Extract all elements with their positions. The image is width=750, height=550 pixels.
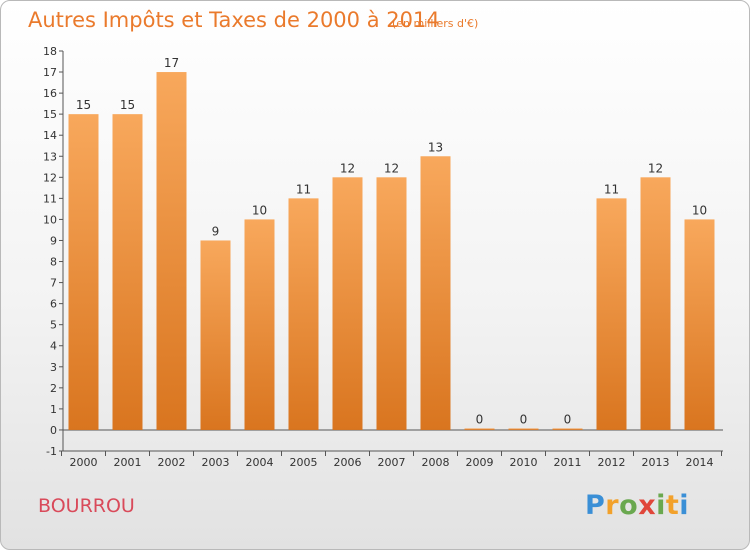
y-tick-label: 12 — [43, 171, 57, 184]
x-tick-label-2008: 2008 — [422, 456, 450, 469]
y-tick-label: 5 — [50, 319, 57, 332]
value-label-2006: 12 — [340, 161, 355, 175]
x-tick-label-2005: 2005 — [290, 456, 318, 469]
x-tick-label-2002: 2002 — [158, 456, 186, 469]
value-label-2001: 15 — [120, 98, 135, 112]
y-tick-label: 18 — [43, 45, 57, 58]
bar-2006 — [332, 177, 363, 430]
proxiti-logo[interactable]: Proxiti — [585, 490, 689, 521]
x-tick-label-2009: 2009 — [466, 456, 494, 469]
value-label-2004: 10 — [252, 203, 267, 217]
y-tick-label: 4 — [50, 340, 57, 353]
x-tick-label-2012: 2012 — [598, 456, 626, 469]
value-label-2010: 0 — [520, 412, 528, 426]
value-label-2014: 10 — [692, 203, 707, 217]
y-tick-label: 0 — [50, 424, 57, 437]
value-label-2002: 17 — [164, 56, 179, 70]
bar-2004 — [244, 219, 275, 430]
y-tick-label: 1 — [50, 403, 57, 416]
x-tick-label-2013: 2013 — [642, 456, 670, 469]
y-tick-label: 6 — [50, 298, 57, 311]
bar-2011 — [552, 428, 583, 430]
bar-2001 — [112, 114, 143, 430]
value-label-2013: 12 — [648, 161, 663, 175]
x-tick-label-2014: 2014 — [686, 456, 714, 469]
logo-letter: x — [638, 490, 657, 521]
y-tick-label: 3 — [50, 361, 57, 374]
bar-2000 — [68, 114, 99, 430]
y-tick-label: 13 — [43, 150, 57, 163]
logo-letter: t — [665, 490, 680, 521]
x-tick-label-2004: 2004 — [246, 456, 274, 469]
bar-2007 — [376, 177, 407, 430]
logo-letter: P — [585, 490, 606, 521]
value-label-2008: 13 — [428, 140, 443, 154]
logo-letter: r — [605, 490, 620, 521]
x-tick-label-2010: 2010 — [510, 456, 538, 469]
y-tick-label: 15 — [43, 108, 57, 121]
x-tick-label-2007: 2007 — [378, 456, 406, 469]
x-tick-label-2000: 2000 — [70, 456, 98, 469]
bar-2012 — [596, 198, 627, 430]
value-label-2011: 0 — [564, 412, 572, 426]
x-tick-label-2011: 2011 — [554, 456, 582, 469]
value-label-2005: 11 — [296, 182, 311, 196]
y-tick-label: -1 — [46, 445, 57, 458]
bar-2008 — [420, 156, 451, 430]
y-tick-label: 14 — [43, 129, 57, 142]
y-tick-label: 2 — [50, 382, 57, 395]
bar-2013 — [640, 177, 671, 430]
value-label-2003: 9 — [212, 224, 220, 238]
value-label-2007: 12 — [384, 161, 399, 175]
y-tick-label: 7 — [50, 277, 57, 290]
bar-2003 — [200, 240, 231, 430]
y-tick-label: 9 — [50, 234, 57, 247]
bar-2010 — [508, 428, 539, 430]
y-tick-label: 11 — [43, 192, 57, 205]
bar-2005 — [288, 198, 319, 430]
y-tick-label: 8 — [50, 256, 57, 269]
bar-2002 — [156, 72, 187, 430]
bar-2014 — [684, 219, 715, 430]
y-tick-label: 10 — [43, 213, 57, 226]
chart-title: Autres Impôts et Taxes de 2000 à 2014 — [28, 8, 440, 32]
value-label-2000: 15 — [76, 98, 91, 112]
x-tick-label-2006: 2006 — [334, 456, 362, 469]
town-name: BOURROU — [38, 495, 135, 517]
logo-letter: i — [656, 490, 666, 521]
logo-letter: i — [679, 490, 690, 521]
y-tick-label: 16 — [43, 87, 57, 100]
bar-2009 — [464, 428, 495, 430]
y-tick-label: 17 — [43, 66, 57, 79]
value-label-2012: 11 — [604, 182, 619, 196]
value-label-2009: 0 — [476, 412, 484, 426]
logo-letter: o — [619, 490, 639, 521]
chart-subtitle: (en milliers d'€) — [392, 17, 479, 30]
x-tick-label-2003: 2003 — [202, 456, 230, 469]
x-tick-label-2001: 2001 — [114, 456, 142, 469]
